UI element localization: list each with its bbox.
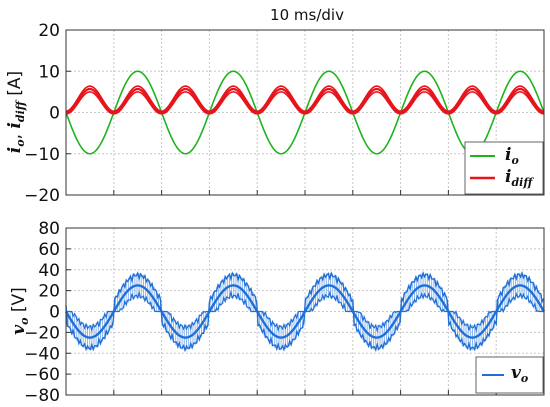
bottom-plot-frame: [65, 227, 545, 396]
top-series-layer: [65, 70, 545, 155]
bottom-y-tick-label: −80: [24, 386, 60, 406]
bottom-y-tick-label: 0: [49, 303, 60, 323]
top-y-tick-label: 20: [38, 21, 60, 41]
bottom-y-tick-label: 60: [38, 240, 60, 260]
top-y-tick-label: −10: [24, 145, 60, 165]
top-panel: 10 ms/div 20 10 0 −10 −20 io, idiff [A] io i…: [5, 6, 545, 206]
series-vo-envelope-outer: [65, 270, 545, 353]
series-idiff-line: [65, 87, 545, 114]
top-y-tick-label: −20: [24, 186, 60, 206]
legend-io-label: io: [505, 145, 519, 167]
top-legend: io idiff: [464, 141, 544, 195]
legend-vo-label: vo: [511, 363, 528, 385]
series-vo-line: [64, 284, 546, 339]
top-y-axis-label: io, idiff [A]: [5, 71, 27, 153]
series-idiff-upper: [65, 85, 545, 113]
bottom-y-tick-label: −40: [24, 344, 60, 364]
bottom-y-tick-label: 80: [38, 219, 60, 239]
bottom-legend: vo: [475, 356, 544, 394]
bottom-y-axis-label: vo [V]: [9, 287, 31, 335]
chart-title: 10 ms/div: [270, 6, 344, 24]
top-y-tick-label: 10: [38, 62, 60, 82]
top-y-tick-label: 0: [49, 104, 60, 124]
top-legend-box: [464, 141, 544, 195]
bottom-y-tick-label: 40: [38, 261, 60, 281]
series-idiff-lower: [65, 91, 545, 115]
top-plot-frame: [65, 29, 545, 196]
top-y-tick-labels: 20 10 0 −10 −20: [24, 21, 60, 206]
legend-idiff-label: idiff: [505, 167, 534, 189]
bottom-series-layer: [64, 270, 546, 353]
bottom-y-tick-label: −60: [24, 365, 60, 385]
bottom-y-tick-label: −20: [24, 323, 60, 343]
bottom-y-tick-label: 20: [38, 282, 60, 302]
